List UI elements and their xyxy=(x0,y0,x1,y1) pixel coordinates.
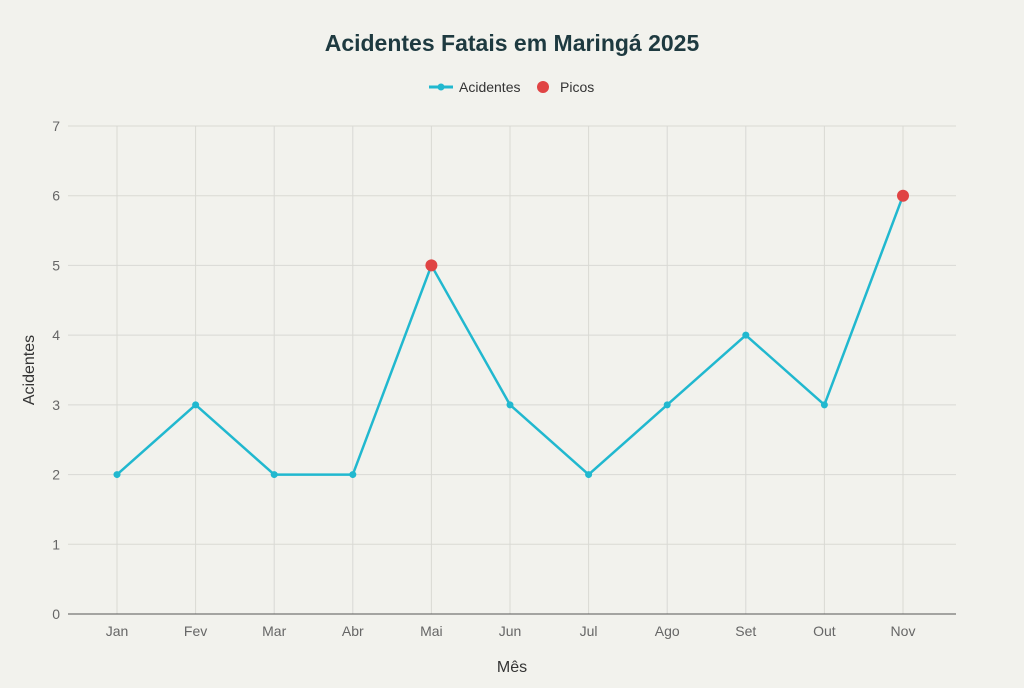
data-point[interactable] xyxy=(663,401,671,409)
data-point[interactable] xyxy=(585,471,593,479)
x-tick-label: Mai xyxy=(420,623,443,639)
legend-marker-acidentes xyxy=(437,83,445,91)
x-tick-label: Out xyxy=(813,623,836,639)
legend-label-picos: Picos xyxy=(560,79,594,95)
x-tick-label: Jun xyxy=(499,623,522,639)
y-tick-label: 7 xyxy=(52,118,60,134)
data-point[interactable] xyxy=(820,401,828,409)
peak-point[interactable] xyxy=(897,189,909,202)
legend: Acidentes Picos xyxy=(429,79,594,95)
y-tick-label: 4 xyxy=(52,327,60,343)
data-point[interactable] xyxy=(270,471,278,479)
x-tick-label: Abr xyxy=(342,623,364,639)
legend-label-acidentes: Acidentes xyxy=(459,79,520,95)
y-axis-label: Acidentes xyxy=(21,335,38,405)
y-tick-label: 0 xyxy=(52,606,60,622)
y-tick-label: 6 xyxy=(52,188,60,204)
data-point[interactable] xyxy=(506,401,514,409)
x-tick-label: Mar xyxy=(262,623,286,639)
y-tick-label: 5 xyxy=(52,257,60,273)
peak-point[interactable] xyxy=(425,259,438,272)
y-tick-label: 2 xyxy=(52,467,60,483)
x-tick-label: Ago xyxy=(655,623,680,639)
x-tick-label: Nov xyxy=(891,623,916,639)
x-tick-label: Jan xyxy=(106,623,129,639)
x-tick-label: Jul xyxy=(580,623,598,639)
x-axis-label: Mês xyxy=(497,659,527,676)
data-point[interactable] xyxy=(349,471,357,479)
data-point[interactable] xyxy=(113,471,121,479)
x-tick-label: Set xyxy=(735,623,756,639)
legend-marker-picos xyxy=(537,81,549,93)
chart-title: Acidentes Fatais em Maringá 2025 xyxy=(325,30,700,56)
data-point[interactable] xyxy=(742,331,750,339)
data-point[interactable] xyxy=(192,401,200,409)
y-tick-label: 3 xyxy=(52,397,60,413)
x-tick-label: Fev xyxy=(184,623,207,639)
y-tick-label: 1 xyxy=(52,536,60,552)
